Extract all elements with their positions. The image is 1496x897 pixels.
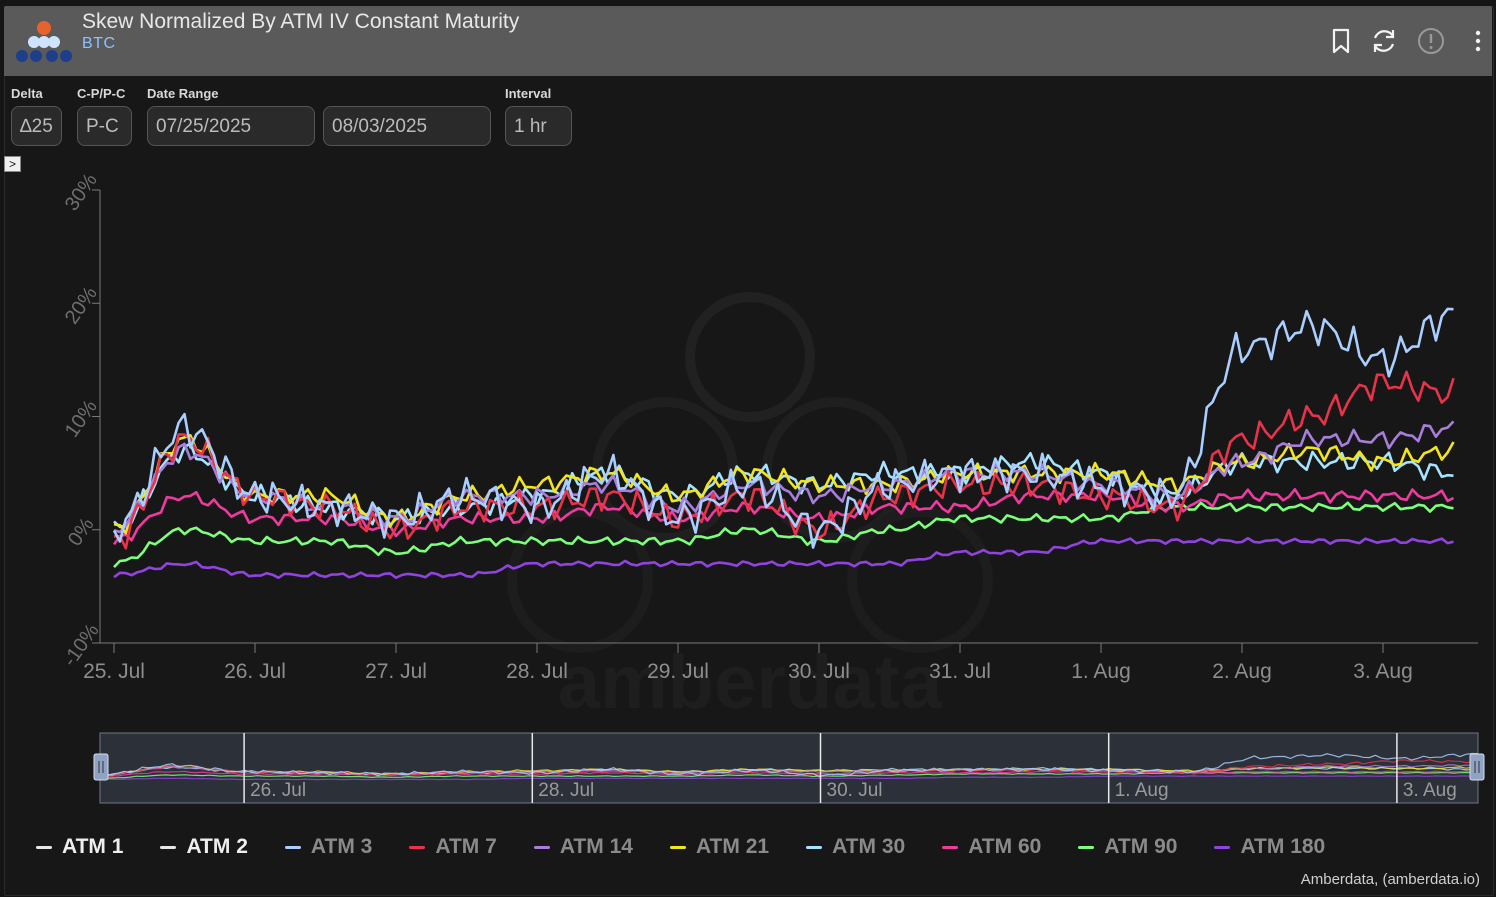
series-line-atm-90 bbox=[113, 501, 1454, 569]
legend-label: ATM 60 bbox=[968, 835, 1042, 858]
navigator[interactable]: 26. Jul 28. Jul 30. Jul 1. Aug 3. Aug bbox=[93, 732, 1485, 804]
navigator-right-handle[interactable] bbox=[1469, 753, 1485, 781]
watermark-group: amberdata bbox=[507, 292, 993, 725]
cp-label: C-P/P-C bbox=[77, 86, 126, 101]
expand-toggle-button[interactable]: > bbox=[4, 156, 21, 172]
navigator-tick-label: 28. Jul bbox=[538, 780, 594, 801]
legend: ATM 1 ATM 2 ATM 3 ATM 7 ATM 14 ATM 21 AT… bbox=[36, 832, 1362, 862]
legend-item-atm-14[interactable]: ATM 14 bbox=[533, 832, 633, 862]
navigator-left-handle[interactable] bbox=[93, 753, 109, 781]
interval-label: Interval bbox=[505, 86, 552, 101]
y-tick-label: 0% bbox=[64, 514, 99, 550]
legend-label: ATM 180 bbox=[1240, 835, 1326, 858]
x-tick-label: 25. Jul bbox=[83, 660, 145, 683]
legend-item-atm-180[interactable]: ATM 180 bbox=[1214, 832, 1325, 862]
legend-swatch bbox=[36, 845, 52, 849]
x-tick-label: 29. Jul bbox=[647, 660, 709, 683]
delta-select[interactable]: ∆25 bbox=[11, 106, 62, 146]
axes-group: -10%0%10%20%30%25. Jul 26. Jul 27. Jul 28. … bbox=[59, 169, 1478, 683]
more-menu-icon[interactable] bbox=[1466, 26, 1496, 56]
legend-swatch bbox=[409, 845, 426, 849]
series-line-atm-3 bbox=[112, 307, 1454, 549]
legend-item-atm-21[interactable]: ATM 21 bbox=[669, 832, 770, 862]
y-tick-label: 10% bbox=[61, 396, 102, 442]
legend-swatch bbox=[533, 845, 550, 849]
legend-item-atm-90[interactable]: ATM 90 bbox=[1078, 832, 1177, 862]
chart-title: Skew Normalized By ATM IV Constant Matur… bbox=[82, 10, 520, 33]
legend-swatch bbox=[1078, 845, 1095, 849]
navigator-tick-label: 26. Jul bbox=[250, 780, 306, 801]
legend-item-atm-2[interactable]: ATM 2 bbox=[160, 832, 248, 862]
series-line-atm-180 bbox=[113, 536, 1454, 580]
delta-label: Delta bbox=[11, 86, 43, 101]
x-tick-label: 27. Jul bbox=[365, 660, 427, 683]
legend-label: ATM 21 bbox=[695, 835, 770, 858]
legend-label: ATM 7 bbox=[435, 835, 497, 858]
legend-item-atm-60[interactable]: ATM 60 bbox=[942, 832, 1041, 862]
legend-label: ATM 90 bbox=[1104, 835, 1178, 858]
legend-swatch bbox=[1214, 845, 1231, 849]
navigator-line-atm-3 bbox=[99, 752, 1479, 778]
navigator-line-atm-7 bbox=[100, 759, 1479, 778]
credit-text: Amberdata, (amberdata.io) bbox=[1300, 871, 1480, 888]
legend-swatch bbox=[284, 845, 301, 849]
y-tick-label: 20% bbox=[61, 283, 102, 329]
legend-item-atm-30[interactable]: ATM 30 bbox=[806, 832, 905, 862]
start-date-input[interactable]: 07/25/2025 bbox=[147, 106, 315, 146]
cp-select[interactable]: P-C bbox=[77, 106, 132, 146]
legend-swatch bbox=[806, 845, 823, 849]
bookmark-icon[interactable] bbox=[1326, 26, 1356, 56]
asset-subtitle: BTC bbox=[82, 35, 116, 52]
x-tick-label: 30. Jul bbox=[788, 660, 850, 683]
header-bar: Skew Normalized By ATM IV Constant Matur… bbox=[4, 6, 1492, 76]
legend-label: ATM 3 bbox=[310, 835, 373, 858]
x-tick-label: 3. Aug bbox=[1353, 660, 1413, 683]
x-tick-label: 26. Jul bbox=[224, 660, 286, 683]
legend-item-atm-7[interactable]: ATM 7 bbox=[409, 832, 497, 862]
x-tick-label: 28. Jul bbox=[506, 660, 568, 683]
legend-item-atm-3[interactable]: ATM 3 bbox=[284, 832, 373, 862]
legend-swatch bbox=[942, 845, 959, 849]
navigator-line-atm-180 bbox=[99, 775, 1479, 781]
end-date-input[interactable]: 08/03/2025 bbox=[323, 106, 491, 146]
y-tick-label: 30% bbox=[61, 169, 102, 215]
x-tick-label: 31. Jul bbox=[929, 660, 991, 683]
x-tick-label: 1. Aug bbox=[1071, 660, 1131, 683]
navigator-tick-label: 3. Aug bbox=[1403, 780, 1457, 801]
interval-select[interactable]: 1 hr bbox=[505, 106, 572, 146]
navigator-tick-label: 1. Aug bbox=[1115, 780, 1169, 801]
series-line-atm-7 bbox=[113, 370, 1455, 550]
legend-item-atm-1[interactable]: ATM 1 bbox=[36, 832, 123, 862]
legend-label: ATM 14 bbox=[559, 835, 633, 858]
navigator-tick-label: 30. Jul bbox=[827, 780, 883, 801]
legend-label: ATM 2 bbox=[186, 835, 248, 858]
series-group bbox=[112, 307, 1455, 580]
legend-label: ATM 1 bbox=[62, 835, 124, 858]
watermark-text: amberdata bbox=[558, 640, 943, 725]
info-icon[interactable] bbox=[1416, 26, 1446, 56]
legend-swatch bbox=[669, 845, 686, 849]
legend-swatch bbox=[160, 845, 177, 849]
amberdata-logo-icon bbox=[16, 21, 72, 62]
controls-bar: Delta ∆25 C-P/P-C P-C Date Range 07/25/2… bbox=[0, 76, 1496, 156]
x-tick-label: 2. Aug bbox=[1212, 660, 1272, 683]
legend-label: ATM 30 bbox=[832, 835, 906, 858]
series-line-atm-30 bbox=[113, 442, 1454, 529]
refresh-icon[interactable] bbox=[1369, 26, 1399, 56]
date-range-label: Date Range bbox=[147, 86, 219, 101]
